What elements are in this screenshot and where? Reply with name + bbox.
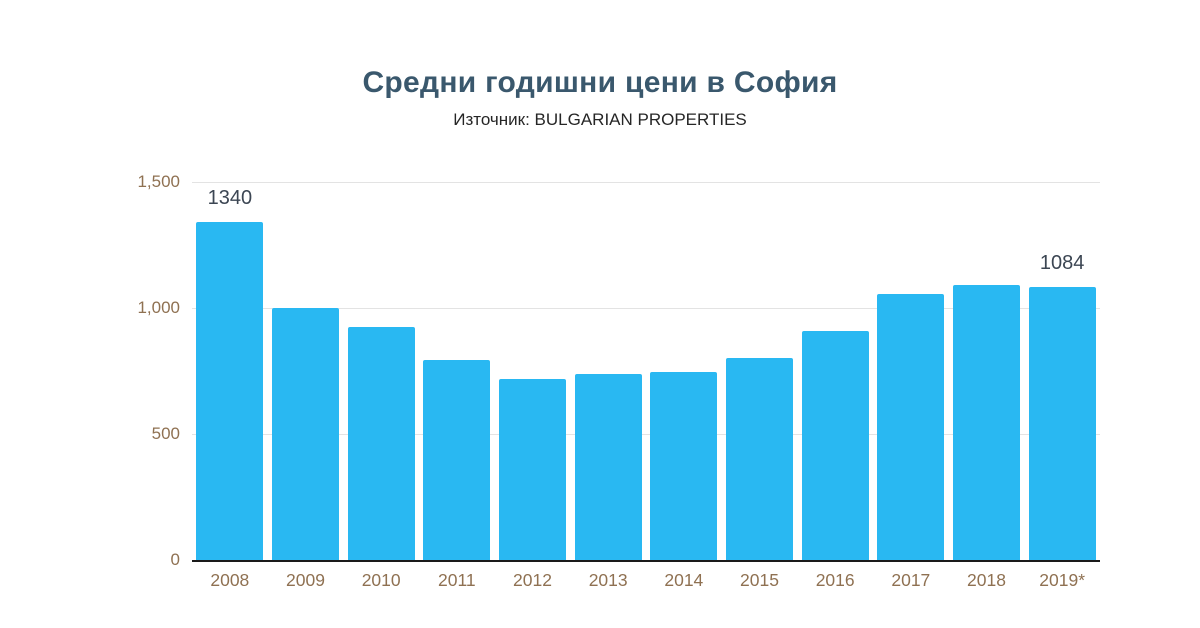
y-axis-tick-label: 1,000 <box>137 298 180 317</box>
x-axis-tick-label-2014: 2014 <box>664 570 704 590</box>
bar-2013 <box>574 373 642 560</box>
y-axis-tick-label: 500 <box>151 424 180 443</box>
x-axis-tick-label-2009: 2009 <box>286 570 325 590</box>
bar-2014 <box>650 372 718 560</box>
x-axis-tick-label-2019*: 2019* <box>1039 570 1086 590</box>
plot-area: 0 500 1,000 1,500 2008 1340 2009 2010 2011 2012 20… <box>137 172 1100 590</box>
chart-subtitle: Източник: BULGARIAN PROPERTIES <box>453 110 747 129</box>
y-axis-tick-label: 0 <box>170 550 180 569</box>
bar-2015 <box>726 358 793 560</box>
chart-title: Средни годишни цени в София <box>362 66 838 99</box>
gridline <box>192 182 1100 183</box>
bar-2012 <box>499 378 566 560</box>
bar-2009 <box>272 308 339 560</box>
x-axis-tick-label-2013: 2013 <box>588 570 628 590</box>
x-axis-tick-label-2015: 2015 <box>740 570 779 590</box>
gridline <box>192 434 1100 435</box>
bar-2008 <box>196 222 264 560</box>
bar-2019* <box>1028 286 1096 560</box>
bar-value-label-2019*: 1084 <box>1039 251 1085 274</box>
x-axis-tick-label-2008: 2008 <box>210 570 250 590</box>
y-axis-tick-label: 1,500 <box>137 172 180 191</box>
x-axis-tick-label-2018: 2018 <box>967 570 1006 590</box>
gridline <box>192 308 1100 309</box>
bar-value-label-2008: 1340 <box>207 187 253 210</box>
x-axis-tick-label-2012: 2012 <box>513 570 552 590</box>
x-axis-tick-label-2017: 2017 <box>891 570 931 590</box>
chart-header: Средни годишни цени в София Източник: BU… <box>0 66 1200 130</box>
x-axis-tick-label-2010: 2010 <box>361 570 401 590</box>
bar-2016 <box>801 330 869 560</box>
x-axis-tick-label-2016: 2016 <box>815 570 855 590</box>
bar-2010 <box>347 326 415 560</box>
bar-2018 <box>953 285 1020 560</box>
x-axis-tick-label-2011: 2011 <box>438 570 476 590</box>
bar-2011 <box>423 359 491 560</box>
bar-2017 <box>877 294 945 560</box>
